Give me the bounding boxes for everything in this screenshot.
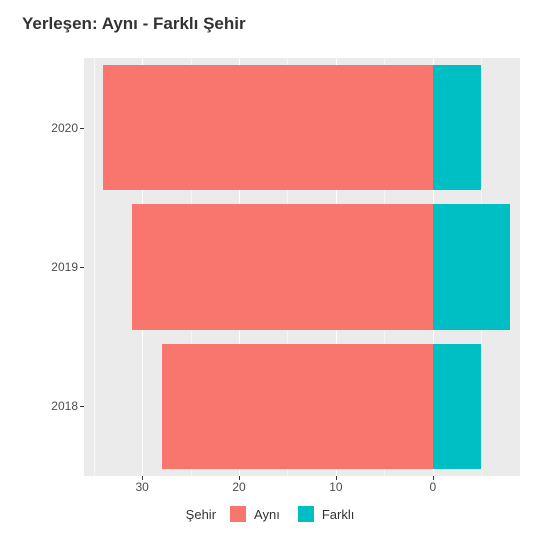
legend-title: Şehir [186, 507, 216, 522]
chart-title: Yerleşen: Aynı - Farklı Şehir [22, 14, 246, 34]
legend-swatch-ayni [230, 506, 246, 522]
gridline-minor [94, 58, 95, 476]
bar-farkli [433, 344, 481, 469]
bar-ayni [132, 204, 432, 329]
y-tickmark [80, 267, 84, 268]
x-tickmark [336, 476, 337, 480]
bar-farkli [433, 204, 511, 329]
x-tick-label: 10 [329, 480, 342, 494]
x-tick-label: 30 [135, 480, 148, 494]
x-tickmark [142, 476, 143, 480]
bar-farkli [433, 65, 481, 190]
legend: Şehir Aynı Farklı [0, 506, 550, 522]
y-tick-label: 2020 [0, 121, 78, 135]
x-tickmark [239, 476, 240, 480]
plot-area [84, 58, 520, 476]
legend-label-farkli: Farklı [322, 507, 355, 522]
bar-ayni [162, 344, 433, 469]
x-tickmark [433, 476, 434, 480]
legend-swatch-farkli [298, 506, 314, 522]
y-tick-label: 2018 [0, 399, 78, 413]
bar-ayni [103, 65, 432, 190]
legend-label-ayni: Aynı [254, 507, 280, 522]
y-tickmark [80, 128, 84, 129]
x-tick-label: 20 [232, 480, 245, 494]
x-tick-label: 0 [429, 480, 436, 494]
y-tickmark [80, 406, 84, 407]
y-tick-label: 2019 [0, 260, 78, 274]
